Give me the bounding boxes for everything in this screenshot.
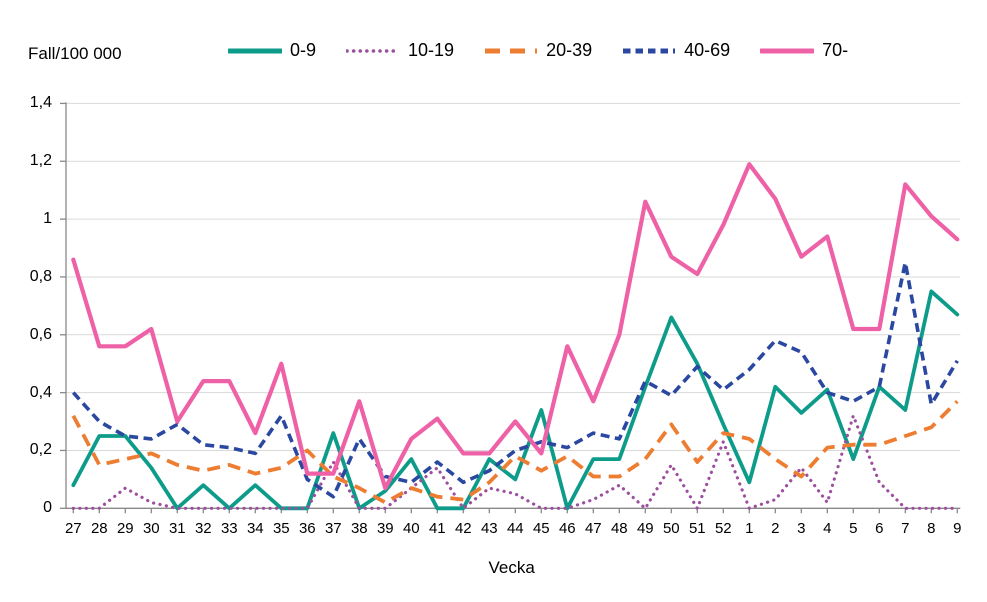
x-tick-label: 33 (220, 520, 238, 537)
x-tick-label: 8 (927, 520, 936, 537)
y-tick-label: 0,2 (29, 441, 52, 459)
y-axis-unit-label: Fall/100 000 (28, 44, 122, 63)
y-tick-label: 1,4 (29, 94, 52, 112)
x-tick-label: 7 (901, 520, 910, 537)
x-tick-label: 46 (558, 520, 576, 537)
x-tick-label: 31 (168, 520, 186, 537)
legend-swatch (228, 48, 282, 53)
x-tick-label: 27 (64, 520, 82, 537)
y-tick-label: 1 (43, 210, 52, 228)
legend-item-label: 20-39 (546, 40, 593, 60)
legend: 0-9 10-19 20-39 40-69 70- (228, 40, 848, 61)
x-tick-label: 50 (662, 520, 680, 537)
x-tick-label: 45 (532, 520, 550, 537)
x-tick-label: 52 (714, 520, 732, 537)
legend-item-label: 70- (822, 40, 849, 60)
x-tick-label: 40 (402, 520, 420, 537)
y-tick-label: 0,6 (29, 325, 52, 343)
series-line-0-9 (71, 289, 960, 511)
x-tick-label: 36 (298, 520, 316, 537)
legend-item: 40-69 (622, 40, 730, 61)
x-tick-label: 37 (324, 520, 342, 537)
x-tick-label: 35 (272, 520, 290, 537)
x-tick-label: 38 (350, 520, 368, 537)
x-tick-label: 2 (771, 520, 780, 537)
series-line-20-39 (71, 399, 959, 505)
legend-item: 0-9 (228, 40, 316, 61)
y-tick-label: 0,4 (29, 383, 52, 401)
x-tick-label: 32 (194, 520, 212, 537)
legend-item: 20-39 (484, 40, 592, 61)
legend-swatch (485, 48, 538, 53)
legend-swatch (760, 48, 815, 53)
y-tick-label: 1,2 (29, 152, 52, 170)
x-tick-label: 51 (688, 520, 706, 537)
x-tick-label: 39 (376, 520, 394, 537)
x-tick-label: 41 (428, 520, 446, 537)
x-tick-label: 34 (246, 520, 264, 537)
legend-item-label: 10-19 (408, 40, 455, 60)
series-line-40-69 (71, 260, 959, 499)
x-tick-label: 47 (584, 520, 602, 537)
x-axis-title: Vecka (488, 558, 535, 577)
y-tick-label: 0 (43, 499, 52, 517)
legend-item-label: 0-9 (290, 40, 317, 60)
x-tick-label: 6 (875, 520, 884, 537)
y-tick-label: 0,8 (29, 267, 52, 285)
series-line-10-19 (71, 414, 959, 510)
legend-swatch (346, 48, 401, 53)
x-tick-label: 5 (849, 520, 858, 537)
x-tick-label: 49 (636, 520, 654, 537)
x-tick-label: 30 (142, 520, 160, 537)
x-tick-label: 43 (480, 520, 498, 537)
x-tick-label: 28 (90, 520, 108, 537)
x-tick-label: 9 (953, 520, 962, 537)
x-tick-label: 4 (823, 520, 832, 537)
x-tick-label: 48 (610, 520, 628, 537)
legend-item: 70- (760, 40, 848, 61)
x-tick-label: 29 (116, 520, 134, 537)
x-tick-label: 42 (454, 520, 472, 537)
legend-swatch (623, 48, 676, 53)
series-line-70- (71, 162, 960, 491)
legend-item-label: 40-69 (684, 40, 731, 60)
legend-item: 10-19 (346, 40, 454, 61)
x-tick-label: 1 (745, 520, 754, 537)
x-tick-label: 3 (797, 520, 806, 537)
x-tick-label: 44 (506, 520, 524, 537)
